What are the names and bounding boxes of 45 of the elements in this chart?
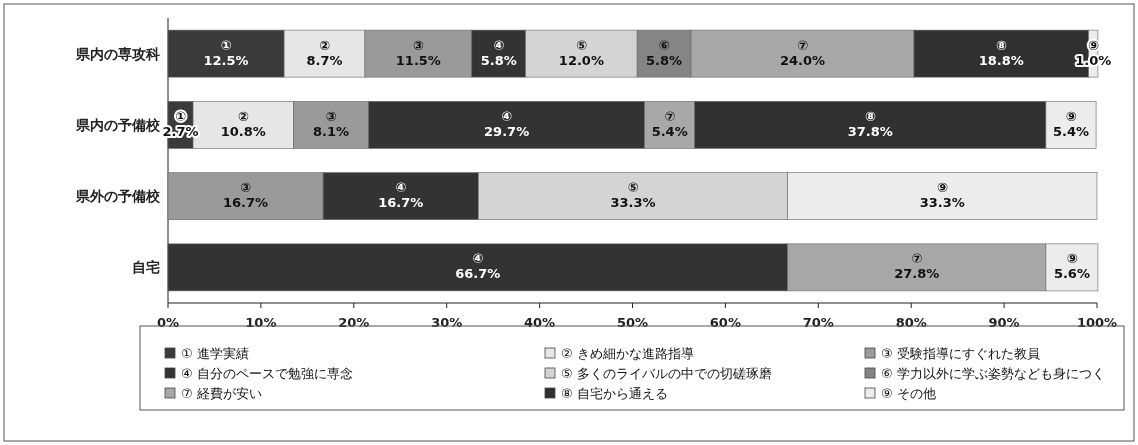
data-label: ④ 5.8%	[480, 37, 517, 68]
legend-label: ① 進学実績	[181, 346, 249, 361]
legend-label: ⑧ 自宅から通える	[561, 386, 668, 401]
data-label: ⑦ 5.4%	[651, 108, 688, 139]
data-label: ③ 8.1%	[313, 108, 350, 139]
x-tick-label: 90%	[988, 315, 1020, 330]
y-tick-label: 県内の予備校	[75, 116, 161, 133]
data-label: ⑥ 5.8%	[646, 37, 683, 68]
legend-label: ④ 自分のペースで勉強に専念	[181, 366, 353, 381]
x-tick-label: 40%	[524, 315, 556, 330]
x-tick-label: 20%	[338, 315, 370, 330]
x-tick-label: 0%	[156, 315, 180, 330]
x-tick-label: 60%	[709, 315, 741, 330]
x-tick-label: 30%	[431, 315, 463, 330]
y-tick-label: 県外の予備校	[75, 188, 161, 205]
data-label: ⑨ 33.3%	[919, 180, 965, 211]
data-label: ⑧ 37.8%	[847, 108, 893, 139]
x-tick-label: 80%	[895, 315, 927, 330]
x-tick-label: 70%	[802, 315, 834, 330]
data-label: ③ 11.5%	[395, 37, 441, 68]
legend-label: ⑨ その他	[881, 386, 936, 401]
y-tick-label: 自宅	[132, 259, 160, 276]
data-label: ④ 29.7%	[484, 108, 530, 139]
legend-label: ③ 受験指導にすぐれた教員	[881, 346, 1040, 361]
data-label: ⑤ 33.3%	[610, 180, 656, 211]
data-label: ④ 16.7%	[378, 180, 424, 211]
data-label: ⑤ 12.0%	[558, 37, 604, 68]
data-label: ③ 16.7%	[223, 180, 269, 211]
data-label: ⑦ 27.8%	[894, 251, 940, 282]
data-label: ① 12.5%	[203, 37, 249, 68]
legend-label: ⑥ 学力以外に学ぶ姿勢なども身につく	[881, 366, 1105, 381]
data-label: ⑨ 5.4%	[1052, 108, 1090, 139]
data-label: ⑦ 24.0%	[779, 37, 826, 68]
x-tick-label: 10%	[245, 315, 277, 330]
legend-label: ⑤ 多くのライバルの中での切磋琢磨	[561, 366, 772, 381]
legend-label: ② きめ細かな進路指導	[561, 346, 694, 361]
data-label: ② 8.7%	[306, 37, 343, 68]
data-label: ⑨ 5.6%	[1053, 251, 1090, 282]
data-label: ② 10.8%	[220, 108, 266, 139]
data-label: ⑧ 18.8%	[978, 37, 1024, 68]
y-tick-label: 県内の専攻科	[75, 45, 160, 62]
x-tick-label: 100%	[1076, 315, 1118, 330]
x-tick-label: 50%	[616, 315, 649, 330]
legend-label: ⑦ 経費が安い	[181, 386, 262, 401]
data-label: ④ 66.7%	[455, 251, 501, 282]
